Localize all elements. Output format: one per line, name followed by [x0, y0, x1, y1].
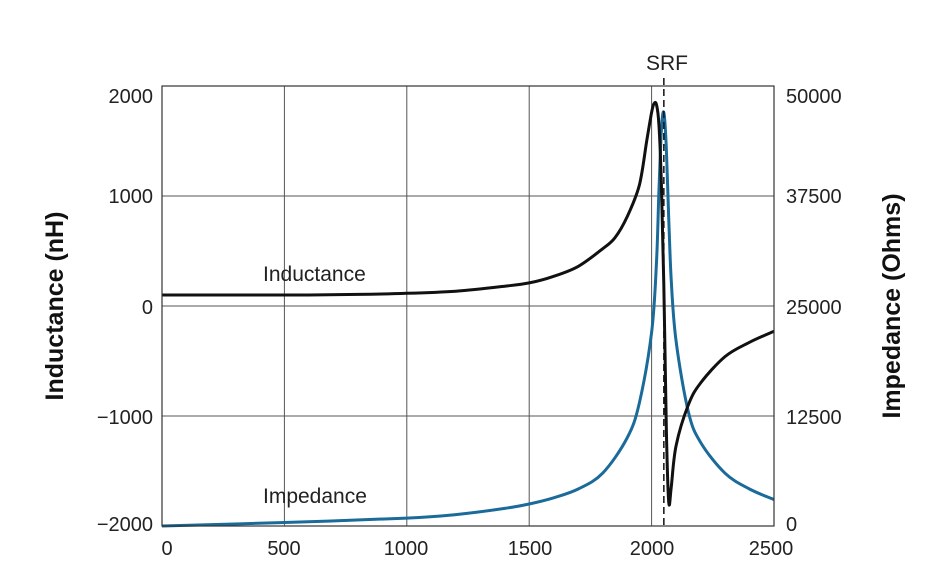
x-tick-label: 1500 [508, 538, 553, 560]
left-y-tick-label: 2000 [109, 86, 154, 108]
left-y-tick-label: −1000 [97, 407, 153, 429]
impedance-series-line [161, 110, 775, 528]
series-layer [161, 100, 775, 528]
right-y-tick-label: 25000 [786, 297, 842, 319]
x-tick-label: 2000 [630, 538, 675, 560]
x-axis-ticks: 0 500 1000 1500 2000 2500 [161, 538, 793, 560]
right-y-tick-label: 50000 [786, 86, 842, 108]
impedance-annotation: Impedance [263, 485, 367, 508]
inductance-annotation: Inductance [263, 263, 366, 286]
x-tick-label: 0 [161, 538, 172, 560]
right-y-tick-label: 12500 [786, 407, 842, 429]
right-y-axis-title: Impedance (Ohms) [878, 193, 906, 418]
left-y-tick-label: 0 [142, 297, 153, 319]
x-tick-label: 500 [267, 538, 300, 560]
srf-label: SRF [646, 52, 688, 75]
right-y-tick-label: 0 [786, 514, 797, 536]
right-y-axis-ticks: 50000 37500 25000 12500 0 [786, 86, 842, 536]
left-y-axis-title: Inductance (nH) [41, 212, 69, 401]
right-y-tick-label: 37500 [786, 186, 842, 208]
plot-frame [161, 85, 775, 527]
x-tick-label: 2500 [749, 538, 794, 560]
x-tick-label: 1000 [384, 538, 429, 560]
grid [162, 86, 774, 526]
left-y-tick-label: −2000 [97, 514, 153, 536]
left-y-axis-ticks: 2000 1000 0 −1000 −2000 [97, 86, 153, 536]
left-y-tick-label: 1000 [109, 186, 154, 208]
inductance-series-line [162, 100, 775, 507]
